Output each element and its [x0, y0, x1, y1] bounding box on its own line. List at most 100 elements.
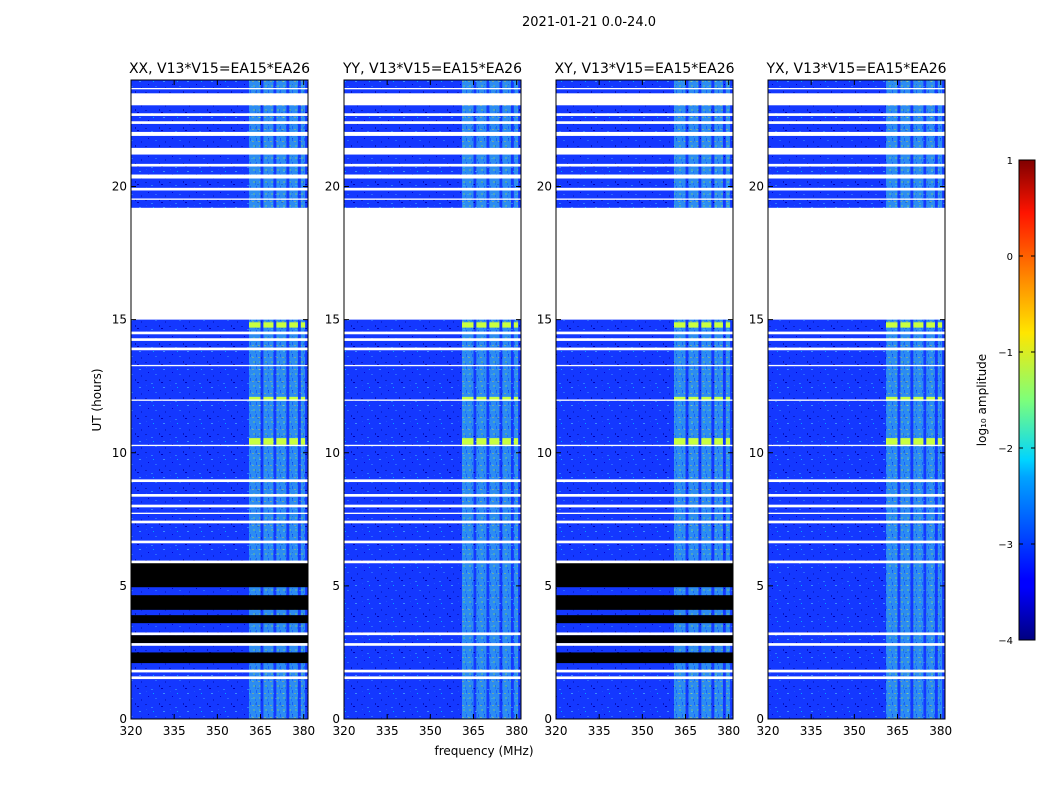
x-tick-label: 335 [376, 724, 399, 738]
bright-event [900, 438, 911, 445]
bright-event [289, 322, 298, 328]
panel-frame [767, 79, 946, 720]
colorbar: 1 0 −1 −2 −3 −4 log₁₀ amplitude [975, 156, 1036, 647]
bright-event [263, 438, 274, 445]
flagged-band [131, 93, 308, 106]
bright-event [502, 396, 511, 401]
flagged-band [344, 121, 521, 124]
flagged-band [556, 479, 733, 483]
flagged-band [131, 520, 308, 524]
bright-event [502, 438, 511, 445]
panel-group: XX, V13*V15=EA15*EA26 320 335 350 365 380 0 5 10… [112, 61, 952, 738]
flagged-band [768, 520, 945, 524]
flagged-band [344, 643, 521, 646]
bright-event [937, 396, 943, 401]
bright-event [489, 438, 500, 445]
bright-event [886, 438, 898, 445]
bright-event [725, 322, 731, 328]
bright-event [913, 438, 924, 445]
bright-event [249, 322, 261, 328]
flagged-band [131, 479, 308, 483]
bright-event [688, 396, 699, 401]
flagged-band [768, 643, 945, 646]
y-axis-label: UT (hours) [90, 368, 104, 431]
flagged-band [556, 174, 733, 179]
flagged-band [131, 643, 308, 646]
y-tick-label: 0 [756, 712, 764, 726]
flagged-band [344, 504, 521, 508]
panel-frame [130, 79, 309, 720]
bright-event [513, 396, 519, 401]
flagged-band [131, 121, 308, 124]
flagged-band [768, 113, 945, 116]
flagged-band [131, 207, 308, 320]
flagged-band [768, 147, 945, 155]
panel-xy: XY, V13*V15=EA15*EA26 320 335 350 365 380 0 5 10… [537, 61, 740, 738]
bright-event [276, 322, 287, 328]
bright-event [289, 396, 298, 401]
flagged-band [131, 560, 308, 564]
flagged-band [131, 676, 308, 680]
bright-event [300, 396, 306, 401]
panel-title: YX, V13*V15=EA15*EA26 [765, 61, 946, 77]
y-tick-label: 0 [544, 712, 552, 726]
x-tick-label: 380 [292, 724, 315, 738]
colorbar-tick-label: −4 [998, 636, 1013, 647]
bright-event [688, 438, 699, 445]
y-tick-label: 15 [537, 313, 552, 327]
panel-xx: XX, V13*V15=EA15*EA26 320 335 350 365 380 0 5 10… [112, 61, 315, 738]
flagged-band [131, 540, 308, 544]
flagged-band [556, 121, 733, 124]
flagged-band [768, 399, 945, 401]
flagged-band [131, 632, 308, 636]
flagged-band [768, 93, 945, 106]
y-tick-label: 15 [112, 313, 127, 327]
colorbar-tick-label: 1 [1007, 156, 1013, 167]
bright-event [476, 438, 487, 445]
flagged-band [768, 174, 945, 179]
missing-data-band [131, 595, 308, 610]
flagged-band [344, 560, 521, 564]
x-axis-label: frequency (MHz) [434, 744, 533, 758]
bright-event [900, 322, 911, 328]
flagged-band [344, 331, 521, 335]
flagged-band [344, 512, 521, 514]
flagged-band [768, 198, 945, 200]
bright-event [489, 322, 500, 328]
flagged-band [344, 494, 521, 497]
colorbar-tick-label: −3 [998, 540, 1013, 551]
flagged-band [556, 331, 733, 335]
bright-event [300, 438, 306, 445]
panel-yx: YX, V13*V15=EA15*EA26 320 335 350 365 380 0 5 10… [749, 61, 952, 738]
flagged-band [768, 494, 945, 497]
flagged-band [556, 676, 733, 680]
bright-event [462, 438, 474, 445]
bright-event [513, 322, 519, 328]
flagged-band [556, 198, 733, 200]
x-tick-label: 365 [674, 724, 697, 738]
flagged-band [556, 512, 733, 514]
bright-event [913, 396, 924, 401]
y-tick-label: 20 [112, 180, 127, 194]
flagged-band [344, 540, 521, 544]
flagged-band [768, 444, 945, 447]
flagged-band [556, 643, 733, 646]
y-tick-label: 10 [325, 446, 340, 460]
flagged-band [556, 163, 733, 167]
flagged-band [768, 331, 945, 335]
x-tick-label: 350 [631, 724, 654, 738]
x-tick-label: 335 [163, 724, 186, 738]
flagged-band [344, 444, 521, 447]
bright-event [714, 322, 723, 328]
bright-event [289, 438, 298, 445]
x-tick-label: 365 [249, 724, 272, 738]
y-tick-label: 20 [749, 180, 764, 194]
bright-event [937, 438, 943, 445]
flagged-band [131, 87, 308, 90]
flagged-band [131, 494, 308, 497]
flagged-band [768, 676, 945, 680]
x-tick-label: 350 [843, 724, 866, 738]
y-tick-label: 10 [749, 446, 764, 460]
